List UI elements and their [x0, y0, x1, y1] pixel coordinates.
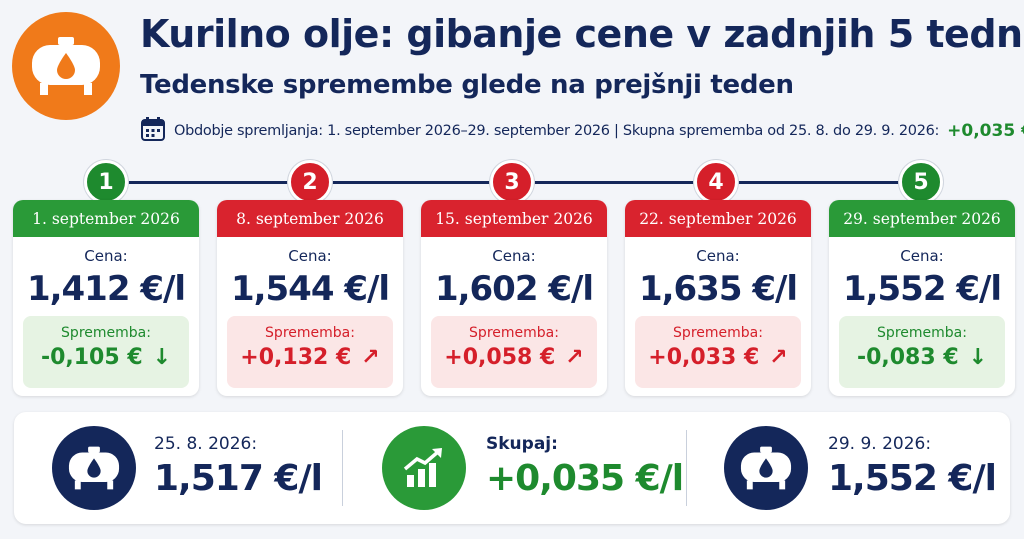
end-price-value: 1,552 €/l [828, 458, 997, 499]
week-card: 15. september 2026 Cena: 1,602 €/l Sprem… [421, 200, 607, 396]
change-label: Sprememba: [877, 325, 967, 341]
summary-panel: 25. 8. 2026: 1,517 €/l Skupaj: +0,035 €/… [14, 412, 1010, 524]
change-value-row: +0,058 € ↗ [431, 345, 597, 370]
change-value-row: -0,083 € ↓ [839, 345, 1005, 370]
step-badge: 5 [899, 160, 943, 204]
change-box: Sprememba: -0,083 € ↓ [839, 316, 1005, 388]
total-change-value: +0,035 €/l [486, 458, 684, 499]
week-date: 1. september 2026 [13, 200, 199, 237]
calendar-icon [140, 116, 166, 146]
change-value: +0,058 € [444, 345, 556, 370]
change-label: Sprememba: [61, 325, 151, 341]
week-date: 8. september 2026 [217, 200, 403, 237]
change-value: -0,083 € [856, 345, 959, 370]
change-box: Sprememba: +0,132 € ↗ [227, 316, 393, 388]
period-text: Obdobje spremljanja: 1. september 2026–2… [174, 123, 940, 139]
change-box: Sprememba: +0,033 € ↗ [635, 316, 801, 388]
price-value: 1,602 €/l [434, 269, 594, 309]
change-value-row: +0,132 € ↗ [227, 345, 393, 370]
change-label: Sprememba: [265, 325, 355, 341]
arrow-up-right-icon: ↗ [565, 345, 584, 370]
week-card: 29. september 2026 Cena: 1,552 €/l Sprem… [829, 200, 1015, 396]
price-label: Cena: [900, 247, 944, 265]
price-value: 1,635 €/l [638, 269, 798, 309]
arrow-up-right-icon: ↗ [361, 345, 380, 370]
arrow-down-icon: ↓ [152, 345, 172, 370]
change-value-row: +0,033 € ↗ [635, 345, 801, 370]
week-date: 22. september 2026 [625, 200, 811, 237]
change-label: Sprememba: [673, 325, 763, 341]
step-badge: 2 [288, 160, 332, 204]
oil-tank-icon [724, 426, 808, 510]
oil-tank-icon [52, 426, 136, 510]
change-box: Sprememba: +0,058 € ↗ [431, 316, 597, 388]
total-label: Skupaj: [486, 434, 558, 454]
change-box: Sprememba: -0,105 € ↓ [23, 316, 189, 388]
period-row: Obdobje spremljanja: 1. september 2026–2… [140, 116, 1024, 146]
oil-tank-icon [12, 12, 120, 120]
page-subtitle: Tedenske spremembe glede na prejšnji ted… [140, 70, 794, 100]
change-label: Sprememba: [469, 325, 559, 341]
step-badge: 3 [490, 160, 534, 204]
change-value: +0,033 € [648, 345, 760, 370]
divider [342, 430, 343, 506]
change-value: +0,132 € [240, 345, 352, 370]
step-badge: 4 [694, 160, 738, 204]
week-date: 15. september 2026 [421, 200, 607, 237]
change-value: -0,105 € [40, 345, 143, 370]
divider [686, 430, 687, 506]
week-card: 22. september 2026 Cena: 1,635 €/l Sprem… [625, 200, 811, 396]
price-label: Cena: [288, 247, 332, 265]
start-price-value: 1,517 €/l [154, 458, 323, 499]
price-value: 1,552 €/l [842, 269, 1002, 309]
start-date-label: 25. 8. 2026: [154, 434, 258, 454]
week-card: 8. september 2026 Cena: 1,544 €/l Spreme… [217, 200, 403, 396]
end-date-label: 29. 9. 2026: [828, 434, 932, 454]
change-value-row: -0,105 € ↓ [23, 345, 189, 370]
arrow-down-icon: ↓ [968, 345, 988, 370]
price-label: Cena: [84, 247, 128, 265]
period-total-value: +0,035 €/l [947, 121, 1024, 141]
growth-chart-icon [382, 426, 466, 510]
week-date: 29. september 2026 [829, 200, 1015, 237]
price-value: 1,412 €/l [26, 269, 186, 309]
price-label: Cena: [696, 247, 740, 265]
arrow-up-right-icon: ↗ [769, 345, 788, 370]
week-card: 1. september 2026 Cena: 1,412 €/l Spreme… [13, 200, 199, 396]
price-label: Cena: [492, 247, 536, 265]
step-badge: 1 [84, 160, 128, 204]
page-title: Kurilno olje: gibanje cene v zadnjih 5 t… [140, 12, 1024, 56]
price-value: 1,544 €/l [230, 269, 390, 309]
